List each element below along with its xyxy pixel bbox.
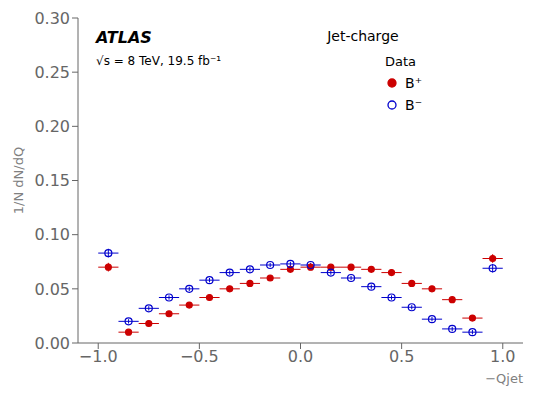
svg-text:−Qjet: −Qjet [485, 371, 523, 386]
svg-text:0.10: 0.10 [34, 225, 70, 244]
svg-text:0.05: 0.05 [34, 280, 70, 299]
svg-text:−0.5: −0.5 [180, 347, 219, 366]
svg-text:0.25: 0.25 [34, 63, 70, 82]
html-text:√s = 8 TeV, 19.5 fb⁻¹: √s = 8 TeV, 19.5 fb⁻¹ [96, 54, 222, 68]
html-text:B⁺: B⁺ [405, 75, 422, 91]
html-text:ATLAS: ATLAS [96, 28, 152, 47]
svg-text:0.30: 0.30 [34, 9, 70, 28]
html-text:Data: Data [385, 54, 417, 69]
svg-text:1.0: 1.0 [490, 347, 515, 366]
html-text:B⁻: B⁻ [405, 97, 422, 113]
svg-text:0.15: 0.15 [34, 171, 70, 190]
svg-text:0.20: 0.20 [34, 117, 70, 136]
html-text:Jet-charge: Jet-charge [327, 28, 399, 44]
svg-text:0.00: 0.00 [34, 334, 70, 353]
svg-text:−1.0: −1.0 [79, 347, 118, 366]
svg-text:1/N dN/dQ: 1/N dN/dQ [11, 147, 26, 214]
svg-text:0.5: 0.5 [389, 347, 414, 366]
svg-text:0.0: 0.0 [288, 347, 313, 366]
